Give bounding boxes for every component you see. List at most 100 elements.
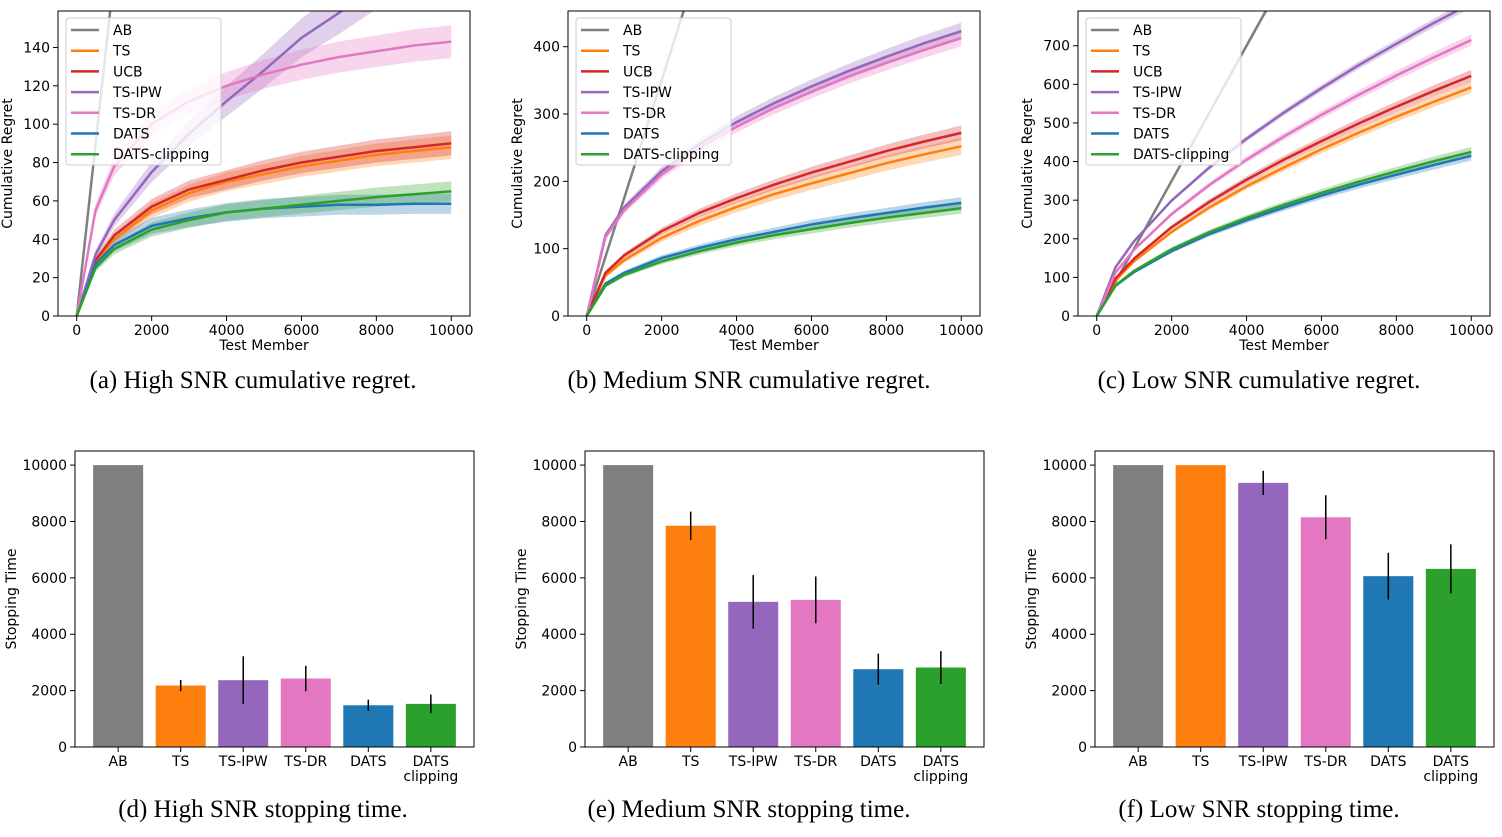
x-tick-label: 6000 (1304, 323, 1340, 339)
y-tick-label: 120 (23, 79, 50, 95)
x-tick-label: clipping (403, 769, 458, 785)
subplot-d: AB TS TS-IPW TS-DR DATS DATSclipping020004000… (4, 450, 475, 823)
y-axis-label: Stopping Time (1024, 548, 1040, 649)
y-axis-label: Stopping Time (514, 548, 530, 649)
bar-TS-DR (1300, 517, 1351, 747)
y-tick-label: 10000 (22, 458, 67, 474)
y-axis-label: Cumulative Regret (510, 98, 526, 229)
series-line-TS (75, 145, 452, 316)
y-tick-label: 100 (1043, 270, 1070, 286)
y-axis-label: Stopping Time (4, 548, 20, 649)
series-line-DATS-clipping (1095, 150, 1472, 316)
legend-entry: TS-DR (622, 106, 666, 122)
x-tick-label: 10000 (1449, 323, 1494, 339)
series-line-TS-DR (75, 40, 452, 316)
series-line-UCB (1095, 74, 1472, 316)
series-line-TS-IPW (75, 11, 344, 316)
y-tick-label: 2000 (31, 684, 67, 700)
legend-entry: AB (1133, 23, 1152, 39)
y-tick-label: 20 (32, 271, 50, 287)
confidence-band-DATS-clipping (586, 202, 962, 316)
x-tick-label: 2000 (134, 323, 170, 339)
x-tick-label: 8000 (359, 323, 395, 339)
y-tick-label: 200 (1043, 232, 1070, 248)
y-tick-label: 0 (551, 309, 560, 325)
axes-frame (1094, 450, 1495, 748)
x-tick-label: 2000 (644, 323, 680, 339)
series-line-AB (585, 11, 685, 316)
x-tick-label: AB (619, 754, 638, 770)
plot-area (75, 11, 452, 316)
y-tick-label: 10000 (532, 458, 577, 474)
x-tick-label: 4000 (719, 323, 755, 339)
plot-area (93, 465, 456, 747)
bar-DATS (343, 705, 394, 747)
x-tick-label: clipping (1423, 769, 1478, 785)
subplot-caption: (c) Low SNR cumulative regret. (1098, 367, 1421, 394)
y-tick-label: 6000 (541, 571, 577, 587)
legend-frame (1085, 17, 1242, 166)
bar-DATS-clipping (1425, 568, 1476, 747)
axes-frame (567, 10, 981, 317)
confidence-band-UCB (586, 125, 962, 316)
y-tick-label: 60 (32, 194, 50, 210)
y-tick-label: 80 (32, 156, 50, 172)
subplot-a: 0 2000 4000 6000 8000 10000 Test Member AB TS UCB… (0, 10, 474, 394)
legend-entry: AB (113, 23, 132, 39)
x-tick-label: AB (109, 754, 128, 770)
y-axis-label: Cumulative Regret (1020, 98, 1036, 229)
series-line-DATS-clipping (75, 190, 452, 316)
x-tick-label: 0 (582, 323, 591, 339)
y-tick-label: 140 (23, 40, 50, 56)
legend-entry: AB (623, 23, 642, 39)
subplot-caption: (e) Medium SNR stopping time. (588, 796, 911, 823)
legend-entry: UCB (1133, 64, 1163, 80)
bar-AB (93, 465, 144, 747)
y-tick-label: 6000 (31, 571, 67, 587)
subplot-e: AB TS TS-IPW TS-DR DATS DATSclipping020004000… (514, 450, 985, 823)
y-tick-label: 200 (533, 174, 560, 190)
x-axis-label: Test Member (728, 338, 819, 354)
x-tick-label: 0 (1092, 323, 1101, 339)
legend: AB TS UCB TS-IPW TS-DR DATS DATS-clipping (1085, 17, 1242, 166)
y-tick-label: 10000 (1042, 458, 1087, 474)
x-tick-label: 6000 (794, 323, 830, 339)
series-line-UCB (75, 142, 452, 316)
x-tick-label: TS (681, 754, 700, 770)
x-tick-label: DATS (1370, 754, 1407, 770)
y-tick-label: 8000 (1051, 514, 1087, 530)
y-tick-label: 4000 (1051, 627, 1087, 643)
x-tick-label: DATS (1433, 754, 1470, 770)
bar-AB (603, 465, 654, 747)
axes-frame (1077, 10, 1491, 317)
legend-entry: UCB (113, 64, 143, 80)
confidence-band-DATS (586, 197, 962, 316)
legend-frame (575, 17, 732, 166)
x-tick-label: TS-IPW (728, 754, 778, 770)
series-line-UCB (585, 131, 962, 316)
series-line-TS (585, 145, 962, 316)
y-tick-label: 0 (1078, 740, 1087, 756)
y-tick-label: 8000 (541, 514, 577, 530)
y-tick-label: 2000 (541, 684, 577, 700)
confidence-band-DATS (1096, 150, 1472, 316)
series-line-DATS (585, 201, 962, 316)
legend-entry: TS-IPW (622, 85, 672, 101)
axes-frame (584, 450, 985, 748)
y-tick-label: 8000 (31, 514, 67, 530)
y-tick-label: 0 (1061, 309, 1070, 325)
y-tick-label: 0 (41, 309, 50, 325)
bar-TS-DR (790, 599, 841, 747)
series-line-DATS (1095, 154, 1472, 316)
series-line-TS-IPW (1095, 11, 1460, 316)
legend: AB TS UCB TS-IPW TS-DR DATS DATS-clipping (575, 17, 732, 166)
x-tick-label: 2000 (1154, 323, 1190, 339)
subplot-f: AB TS TS-IPW TS-DR DATS DATSclipping020004000… (1024, 450, 1495, 823)
x-tick-label: TS-DR (283, 754, 327, 770)
x-tick-label: AB (1129, 754, 1148, 770)
y-axis-label: Cumulative Regret (0, 98, 16, 229)
y-tick-label: 600 (1043, 77, 1070, 93)
confidence-band-TS-DR (76, 25, 452, 316)
